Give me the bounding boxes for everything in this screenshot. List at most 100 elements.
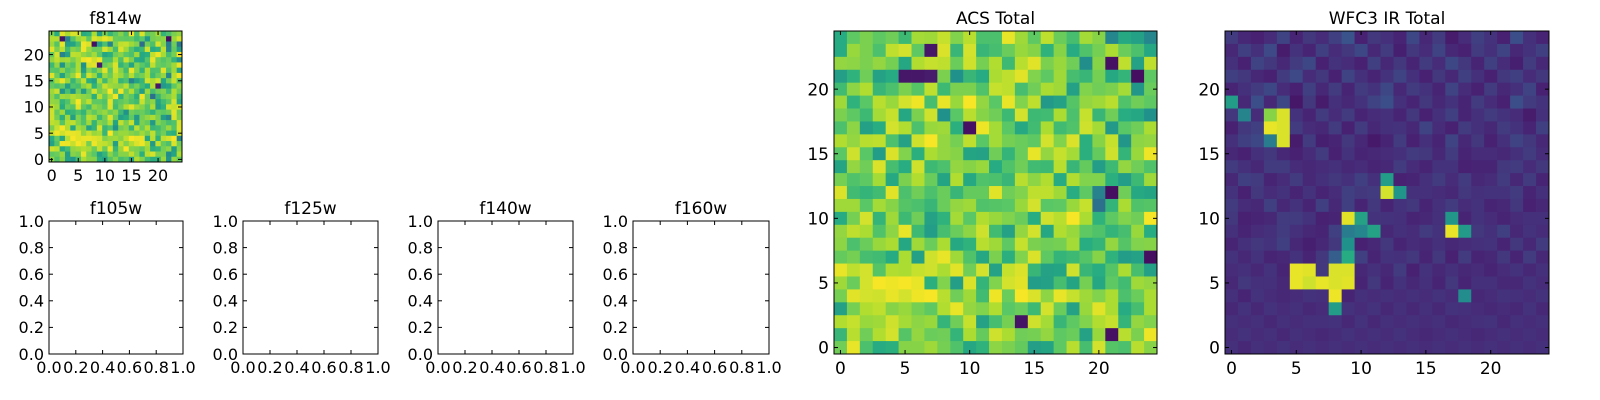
heatmap-cell bbox=[59, 146, 66, 152]
heatmap-cell bbox=[1131, 56, 1145, 71]
chart-panel-3: 0.0 0.2 0.4 0.6 0.8 1.00.00.20.40.60.81.0f140… bbox=[408, 199, 586, 377]
heatmap-cell bbox=[1144, 250, 1158, 264]
heatmap-cell bbox=[1263, 108, 1278, 122]
heatmap-cell bbox=[1341, 250, 1355, 264]
heatmap-cell bbox=[1380, 289, 1394, 303]
heatmap-cell bbox=[1289, 82, 1304, 96]
heatmap-cell bbox=[1484, 173, 1498, 187]
y-tick-label: 0 bbox=[1209, 339, 1220, 359]
y-tick-label: 5 bbox=[34, 124, 44, 143]
heatmap-cell bbox=[1092, 211, 1106, 226]
heatmap-cell bbox=[859, 211, 874, 226]
heatmap-cell bbox=[963, 134, 977, 148]
heatmap-cell bbox=[1458, 134, 1472, 148]
y-tick-label: 0.2 bbox=[19, 318, 44, 337]
heatmap-cell bbox=[1040, 289, 1055, 303]
heatmap-cell bbox=[49, 146, 55, 152]
y-tick-label: 0.2 bbox=[213, 318, 238, 337]
heatmap-cell bbox=[118, 151, 124, 158]
heatmap-cell bbox=[144, 141, 151, 147]
heatmap-cell bbox=[872, 56, 887, 71]
heatmap-cell bbox=[950, 328, 964, 342]
heatmap-cell bbox=[139, 104, 146, 110]
heatmap-cell bbox=[155, 141, 162, 147]
heatmap-cell bbox=[1225, 173, 1239, 187]
heatmap-cell bbox=[64, 57, 71, 63]
heatmap-cell bbox=[834, 328, 848, 342]
heatmap-cell bbox=[1131, 173, 1145, 187]
heatmap-cell bbox=[1471, 302, 1485, 316]
heatmap-cell bbox=[1354, 134, 1368, 148]
heatmap-cell bbox=[834, 82, 848, 96]
heatmap-cell bbox=[86, 99, 92, 105]
heatmap-cell bbox=[1001, 108, 1016, 122]
heatmap-cell bbox=[1445, 328, 1459, 342]
heatmap-cell bbox=[1536, 121, 1550, 135]
heatmap-cell bbox=[1131, 276, 1145, 290]
heatmap-cell bbox=[96, 67, 103, 74]
heatmap-cell bbox=[1250, 134, 1265, 148]
heatmap-cell bbox=[102, 109, 108, 116]
heatmap-cell bbox=[1406, 82, 1420, 96]
heatmap-cell bbox=[1393, 160, 1407, 174]
heatmap-cell bbox=[1105, 186, 1119, 200]
heatmap-cell bbox=[118, 46, 124, 53]
heatmap-cell bbox=[1289, 121, 1304, 135]
heatmap-cell bbox=[1276, 31, 1291, 45]
heatmap-cell bbox=[1066, 237, 1080, 252]
heatmap-cell bbox=[64, 41, 71, 48]
heatmap-cell bbox=[128, 109, 135, 116]
heatmap-cell bbox=[1315, 198, 1330, 213]
heatmap-cell bbox=[898, 173, 912, 187]
heatmap-cell bbox=[96, 146, 103, 152]
heatmap-cell bbox=[1118, 328, 1132, 342]
heatmap-cell bbox=[1497, 43, 1511, 58]
heatmap-cell bbox=[1393, 328, 1407, 342]
heatmap-cell bbox=[976, 31, 990, 45]
heatmap-cell bbox=[1432, 160, 1446, 174]
heatmap-cell bbox=[1302, 147, 1317, 161]
heatmap-cell bbox=[872, 263, 887, 277]
heatmap-cell bbox=[872, 211, 887, 226]
heatmap-cell bbox=[1367, 250, 1381, 264]
heatmap-cell bbox=[1225, 289, 1239, 303]
heatmap-cell bbox=[1328, 250, 1343, 264]
heatmap-cell bbox=[1419, 82, 1433, 96]
heatmap-cell bbox=[1536, 160, 1550, 174]
heatmap-cell bbox=[1053, 134, 1067, 148]
heatmap-cells bbox=[49, 31, 183, 163]
y-tick-label: 0 bbox=[34, 150, 44, 169]
heatmap-cell bbox=[102, 151, 108, 158]
x-tick-label: 0.6 bbox=[702, 358, 727, 377]
heatmap-cell bbox=[937, 147, 951, 161]
heatmap-cell bbox=[134, 83, 140, 90]
heatmap-cell bbox=[1250, 186, 1265, 200]
heatmap-cell bbox=[118, 72, 124, 79]
heatmap-cell bbox=[49, 151, 55, 158]
heatmap-cell bbox=[1523, 276, 1537, 290]
heatmap-cell bbox=[1276, 263, 1291, 277]
heatmap-cell bbox=[91, 120, 98, 126]
heatmap-cell bbox=[134, 99, 140, 105]
heatmap-cell bbox=[107, 46, 114, 53]
heatmap-cell bbox=[1263, 289, 1278, 303]
heatmap-cell bbox=[1471, 95, 1485, 109]
heatmap-cell bbox=[1079, 315, 1093, 329]
heatmap-cell bbox=[1484, 315, 1498, 329]
heatmap-cell bbox=[1432, 237, 1446, 252]
heatmap-cell bbox=[976, 134, 990, 148]
heatmap-cell bbox=[1118, 186, 1132, 200]
heatmap-cell bbox=[59, 120, 66, 126]
heatmap-cell bbox=[1092, 134, 1106, 148]
heatmap-cell bbox=[1302, 276, 1317, 290]
heatmap-cell bbox=[160, 135, 167, 142]
heatmap-cell bbox=[160, 36, 167, 42]
heatmap-cell bbox=[911, 160, 925, 174]
heatmap-cell bbox=[1225, 250, 1239, 264]
heatmap-cell bbox=[1341, 276, 1355, 290]
heatmap-cell bbox=[150, 99, 156, 105]
heatmap-cell bbox=[59, 88, 66, 95]
heatmap-cell bbox=[70, 114, 76, 121]
heatmap-cell bbox=[1302, 31, 1317, 45]
heatmap-cell bbox=[976, 43, 990, 58]
